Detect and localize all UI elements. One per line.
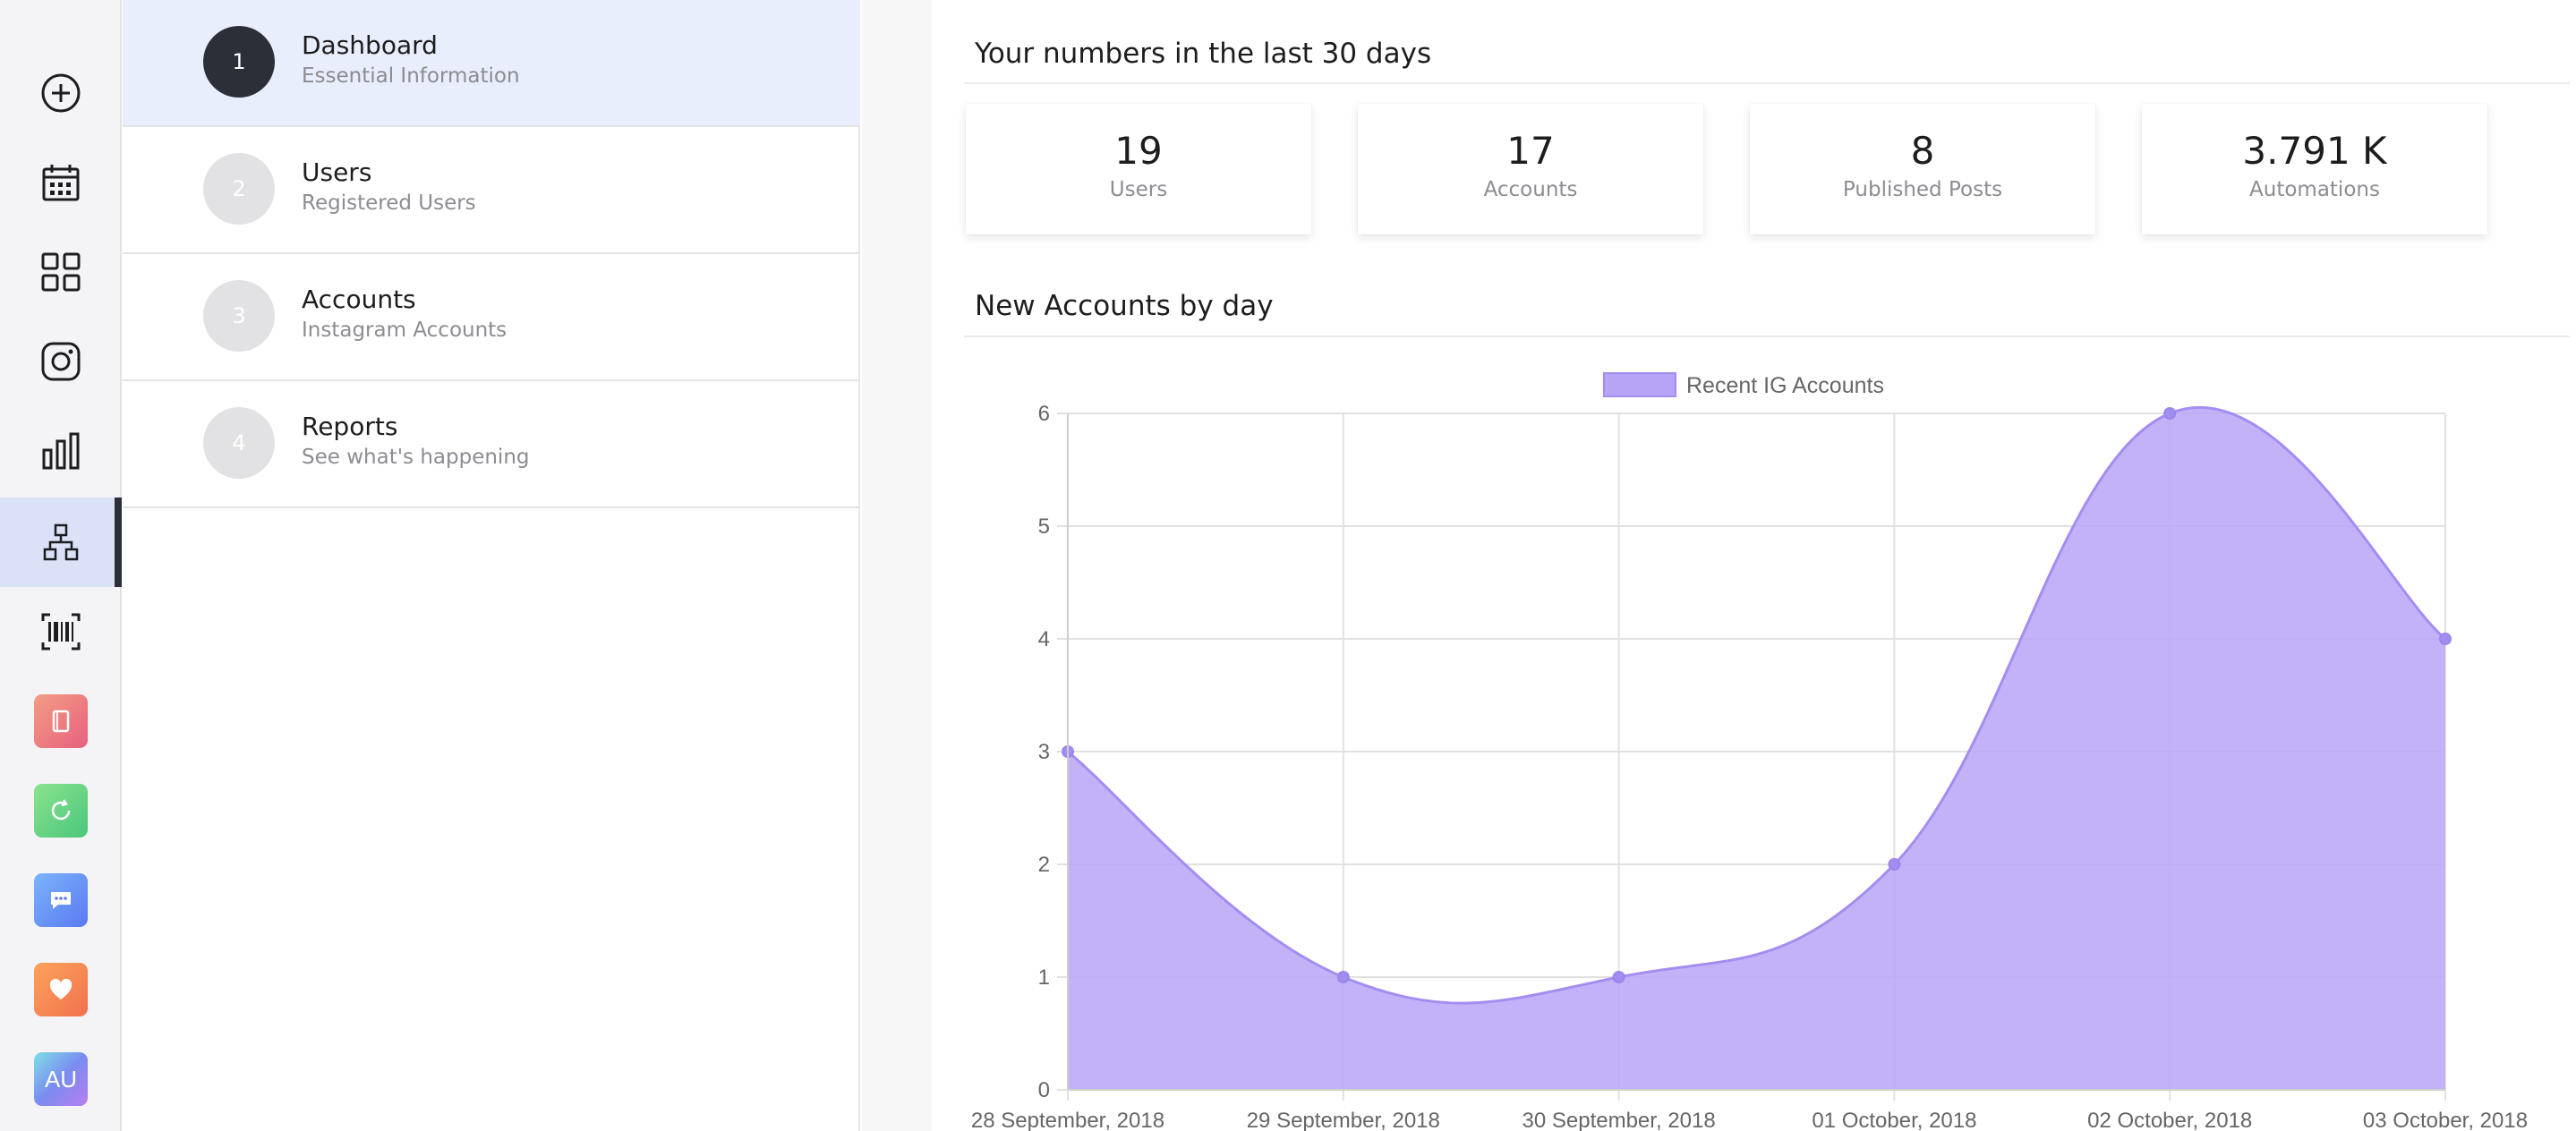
series-line bbox=[1067, 405, 2446, 1005]
x-tick-label: 01 October, 2018 bbox=[1812, 1109, 1976, 1131]
series-area bbox=[1068, 407, 2445, 1090]
new-accounts-chart: 0 1 2 3 4 5 6 28 September, 2018 29 September, 2… bbox=[971, 372, 2528, 1131]
dashboard-menu: 1 Dashboard Essential Information 2 User… bbox=[123, 0, 860, 1131]
x-tick-label: 28 September, 2018 bbox=[971, 1109, 1164, 1131]
x-tick-label: 30 September, 2018 bbox=[1523, 1109, 1716, 1131]
step-number: 3 bbox=[203, 280, 275, 352]
stat-label: Accounts bbox=[1483, 178, 1578, 201]
notebook-app-icon bbox=[34, 694, 88, 748]
refresh-app-icon bbox=[34, 784, 88, 838]
stat-value: 3.791 K bbox=[2242, 129, 2387, 173]
heart-app-button[interactable] bbox=[0, 945, 122, 1034]
menu-item-title: Accounts bbox=[302, 285, 416, 314]
plus-circle-icon bbox=[41, 73, 81, 113]
step-number: 1 bbox=[203, 26, 275, 98]
stat-card-automations: 3.791 K Automations bbox=[2142, 104, 2487, 234]
data-point bbox=[1336, 971, 1350, 983]
stat-label: Automations bbox=[2249, 178, 2380, 201]
divider bbox=[964, 336, 2570, 337]
stat-card-users: 19 Users bbox=[966, 104, 1311, 234]
grid-icon bbox=[41, 252, 81, 292]
divider bbox=[964, 82, 2570, 84]
menu-item-accounts[interactable]: 3 Accounts Instagram Accounts bbox=[123, 254, 860, 381]
menu-item-subtitle: Essential Information bbox=[302, 64, 520, 88]
stat-label: Users bbox=[1109, 178, 1168, 201]
x-tick-label: 03 October, 2018 bbox=[2363, 1109, 2528, 1131]
au-app-icon: AU bbox=[34, 1052, 88, 1106]
instagram-button[interactable] bbox=[0, 317, 122, 406]
chat-app-button[interactable] bbox=[0, 855, 122, 945]
chart-section-title: New Accounts by day bbox=[975, 290, 1274, 322]
stat-value: 19 bbox=[1114, 129, 1163, 173]
y-tick-label: 5 bbox=[1038, 514, 1050, 539]
menu-item-subtitle: See what's happening bbox=[302, 446, 530, 469]
menu-item-subtitle: Registered Users bbox=[302, 191, 476, 215]
hierarchy-button[interactable] bbox=[0, 497, 122, 587]
barcode-button[interactable] bbox=[0, 587, 122, 676]
heart-app-icon bbox=[34, 963, 88, 1016]
y-tick-label: 3 bbox=[1038, 740, 1050, 764]
y-tick-label: 0 bbox=[1038, 1078, 1050, 1102]
stat-value: 8 bbox=[1910, 129, 1935, 173]
step-number: 2 bbox=[203, 153, 275, 225]
step-number: 4 bbox=[203, 407, 275, 479]
panel-divider bbox=[862, 0, 932, 1131]
notebook-app-button[interactable] bbox=[0, 676, 122, 766]
bar-chart-icon bbox=[42, 432, 80, 470]
x-tick-label: 29 September, 2018 bbox=[1247, 1109, 1440, 1131]
y-tick-label: 2 bbox=[1038, 853, 1050, 877]
stat-value: 17 bbox=[1506, 129, 1555, 173]
apps-grid-button[interactable] bbox=[0, 227, 122, 317]
barcode-icon bbox=[41, 613, 81, 651]
data-point bbox=[1888, 858, 1901, 871]
refresh-app-button[interactable] bbox=[0, 766, 122, 855]
menu-item-title: Users bbox=[302, 157, 372, 187]
legend-swatch bbox=[1603, 372, 1676, 397]
chat-app-icon bbox=[34, 873, 88, 927]
stats-section-title: Your numbers in the last 30 days bbox=[975, 38, 1432, 70]
y-tick-label: 6 bbox=[1038, 402, 1050, 426]
menu-item-title: Dashboard bbox=[302, 30, 438, 60]
x-tick-label: 02 October, 2018 bbox=[2087, 1109, 2252, 1131]
instagram-icon bbox=[41, 342, 81, 381]
data-point bbox=[2163, 407, 2177, 420]
stat-card-accounts: 17 Accounts bbox=[1358, 104, 1703, 234]
au-app-button[interactable]: AU bbox=[0, 1034, 122, 1124]
stat-card-published-posts: 8 Published Posts bbox=[1750, 104, 2095, 234]
menu-item-reports[interactable]: 4 Reports See what's happening bbox=[123, 381, 860, 508]
calendar-icon bbox=[42, 165, 80, 201]
y-tick-label: 1 bbox=[1038, 965, 1050, 990]
data-point bbox=[2439, 633, 2452, 645]
data-point bbox=[1612, 971, 1625, 983]
calendar-button[interactable] bbox=[0, 138, 122, 227]
menu-item-subtitle: Instagram Accounts bbox=[302, 319, 508, 342]
icon-rail: AU bbox=[0, 0, 122, 1131]
au-app-label: AU bbox=[44, 1065, 78, 1093]
statistics-button[interactable] bbox=[0, 406, 122, 496]
legend-label: Recent IG Accounts bbox=[1686, 373, 1884, 398]
menu-item-dashboard[interactable]: 1 Dashboard Essential Information bbox=[123, 0, 860, 127]
menu-item-users[interactable]: 2 Users Registered Users bbox=[123, 127, 860, 254]
menu-item-title: Reports bbox=[302, 412, 398, 441]
main-content: Your numbers in the last 30 days 19 User… bbox=[932, 0, 2576, 1131]
hierarchy-icon bbox=[43, 523, 79, 561]
new-item-button[interactable] bbox=[0, 48, 122, 138]
y-tick-label: 4 bbox=[1038, 627, 1050, 651]
stat-label: Published Posts bbox=[1842, 178, 2003, 201]
